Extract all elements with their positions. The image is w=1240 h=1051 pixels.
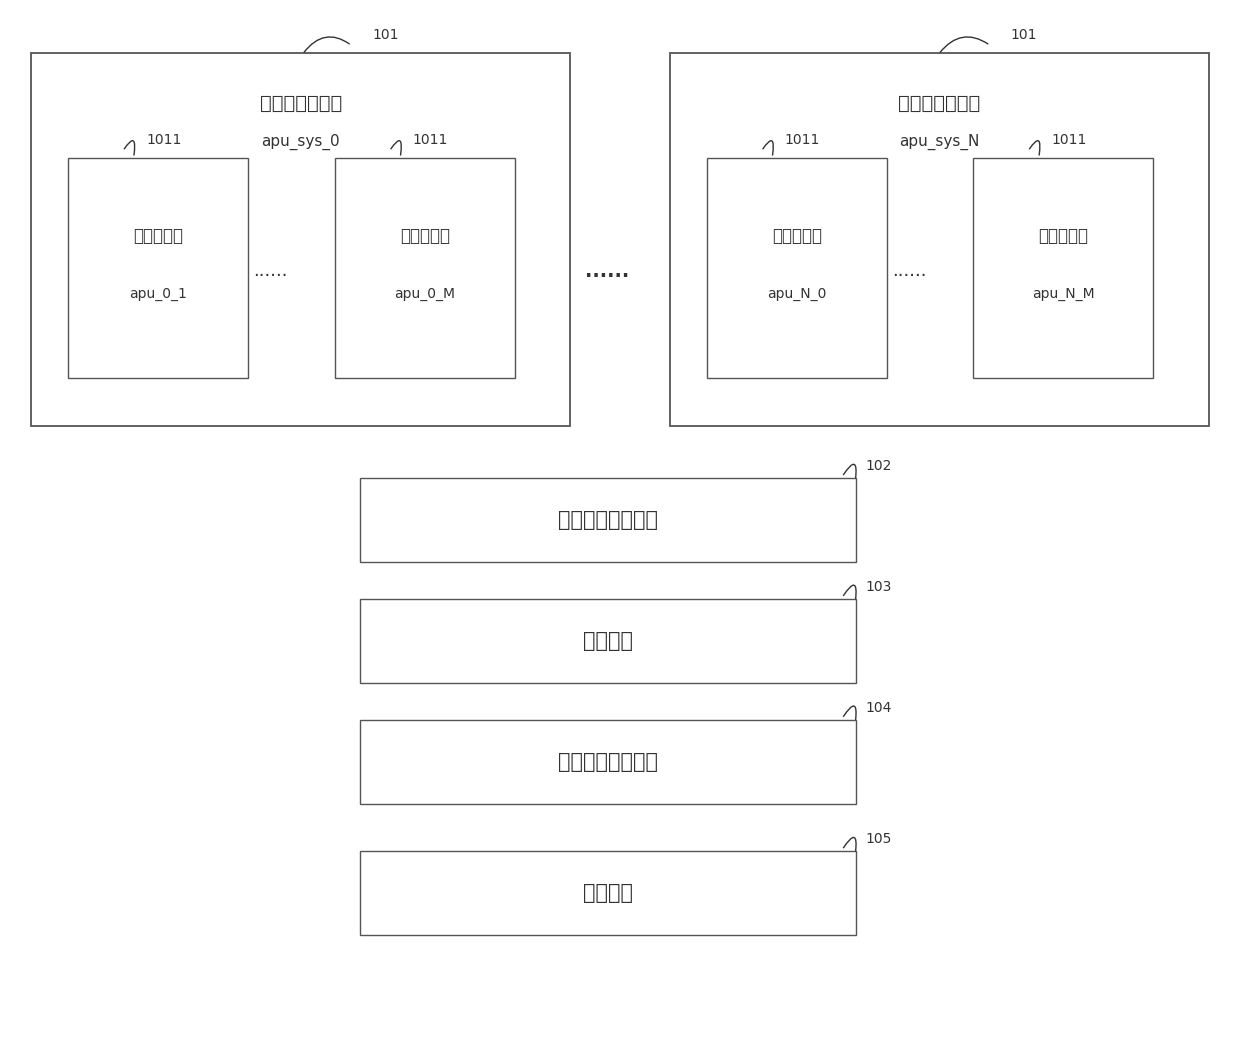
Bar [973,158,1153,378]
Text: 输入数据存储单元: 输入数据存储单元 [558,510,657,531]
Bar [31,53,570,426]
Bar [707,158,887,378]
Text: apu_N_0: apu_N_0 [768,287,826,302]
Text: ......: ...... [585,262,630,281]
Text: 加速处理器: 加速处理器 [133,227,184,246]
Bar [670,53,1209,426]
Text: 105: 105 [866,832,892,846]
Text: apu_N_M: apu_N_M [1032,287,1095,302]
Text: apu_sys_0: apu_sys_0 [262,133,340,150]
Text: apu_0_1: apu_0_1 [129,287,187,302]
Bar [360,599,856,683]
Text: 控制单元: 控制单元 [583,631,632,652]
Bar [335,158,515,378]
Text: 1011: 1011 [1052,133,1087,147]
Bar [68,158,248,378]
Text: 101: 101 [1011,28,1037,42]
Text: 加速处理器系统: 加速处理器系统 [259,94,342,112]
Bar [360,478,856,562]
Text: 接口单元: 接口单元 [583,883,632,904]
Text: 加速处理器系统: 加速处理器系统 [898,94,981,112]
Text: 加速处理器: 加速处理器 [399,227,450,246]
Text: 1011: 1011 [146,133,182,147]
Text: 1011: 1011 [413,133,449,147]
Text: 101: 101 [372,28,398,42]
Text: 输出数据存储单元: 输出数据存储单元 [558,751,657,772]
Text: 加速处理器: 加速处理器 [771,227,822,246]
Text: 加速处理器: 加速处理器 [1038,227,1089,246]
Text: 103: 103 [866,580,892,594]
Bar [360,851,856,935]
Text: 104: 104 [866,701,892,715]
Text: 1011: 1011 [785,133,821,147]
Text: apu_0_M: apu_0_M [394,287,455,302]
Text: ......: ...... [892,262,926,281]
Text: apu_sys_N: apu_sys_N [899,133,980,150]
Text: 102: 102 [866,459,892,473]
Bar [360,720,856,804]
Text: ......: ...... [253,262,288,281]
